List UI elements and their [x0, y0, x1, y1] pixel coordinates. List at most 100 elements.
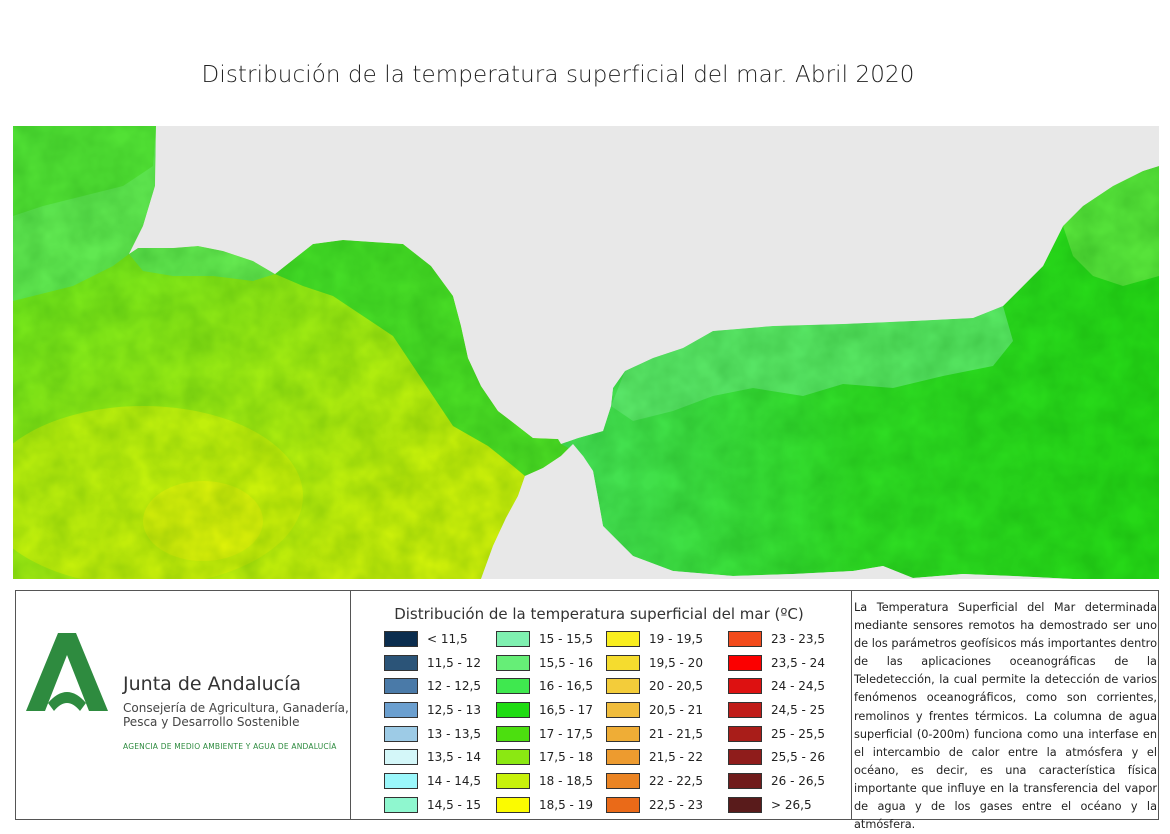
legend-swatch [728, 796, 762, 813]
legend-item: 26 - 26,5 [728, 769, 838, 793]
legend-label: 21,5 - 22 [649, 750, 703, 765]
legend-label: 12 - 12,5 [427, 679, 481, 694]
legend-swatch [728, 772, 762, 789]
junta-de-andalucia-logo-icon [26, 633, 108, 711]
legend-label: 12,5 - 13 [427, 702, 481, 717]
legend-label: 26 - 26,5 [771, 773, 825, 788]
bottom-panel: Junta de Andalucía Consejería de Agricul… [15, 590, 1159, 831]
legend-swatch [728, 701, 762, 718]
africa-land [481, 444, 1073, 579]
legend-label: 18,5 - 19 [539, 797, 593, 812]
legend-swatch [606, 678, 640, 695]
legend-item: 22,5 - 23 [606, 793, 728, 817]
sst-map [13, 126, 1159, 579]
legend-label: 18 - 18,5 [539, 773, 593, 788]
legend-label: 14,5 - 15 [427, 797, 481, 812]
legend-label: 24 - 24,5 [771, 679, 825, 694]
legend-item: 14,5 - 15 [384, 793, 496, 817]
legend-swatch [496, 630, 530, 647]
legend-item: 18,5 - 19 [496, 793, 606, 817]
legend-item: 11,5 - 12 [384, 651, 496, 675]
legend-item: 23 - 23,5 [728, 627, 838, 651]
legend-swatch [384, 725, 418, 742]
page-title: Distribución de la temperatura superfici… [201, 62, 915, 88]
legend-item: 21 - 21,5 [606, 722, 728, 746]
legend-label: 17 - 17,5 [539, 726, 593, 741]
legend-swatch [728, 725, 762, 742]
legend-item: 21,5 - 22 [606, 745, 728, 769]
iberia-land [129, 126, 1159, 444]
legend-item: 15,5 - 16 [496, 651, 606, 675]
agency-name: AGENCIA DE MEDIO AMBIENTE Y AGUA DE ANDA… [123, 742, 337, 751]
legend-label: 15,5 - 16 [539, 655, 593, 670]
legend-grid: < 11,5 11,5 - 12 12 - 12,5 12,5 - 13 13 - 13… [384, 627, 838, 817]
sst-map-svg [13, 126, 1159, 579]
legend-label: 20 - 20,5 [649, 679, 703, 694]
legend-swatch [728, 749, 762, 766]
legend-label: 20,5 - 21 [649, 702, 703, 717]
legend-swatch [496, 725, 530, 742]
legend-swatch [606, 796, 640, 813]
legend-item: 24 - 24,5 [728, 674, 838, 698]
legend-swatch [384, 749, 418, 766]
legend-swatch [728, 654, 762, 671]
legend-swatch [496, 796, 530, 813]
legend-label: < 11,5 [427, 631, 468, 646]
legend-item: 16 - 16,5 [496, 674, 606, 698]
legend-label: > 26,5 [771, 797, 812, 812]
logo-box: Junta de Andalucía Consejería de Agricul… [16, 591, 351, 819]
legend-item: 23,5 - 24 [728, 651, 838, 675]
legend-label: 19,5 - 20 [649, 655, 703, 670]
legend-item: 18 - 18,5 [496, 769, 606, 793]
legend-label: 21 - 21,5 [649, 726, 703, 741]
legend-item: 22 - 22,5 [606, 769, 728, 793]
legend-item: 16,5 - 17 [496, 698, 606, 722]
legend-swatch [496, 654, 530, 671]
legend-swatch [728, 630, 762, 647]
legend-swatch [496, 749, 530, 766]
legend-item: 25,5 - 26 [728, 745, 838, 769]
legend-title: Distribución de la temperatura superfici… [394, 605, 804, 623]
legend-item: 15 - 15,5 [496, 627, 606, 651]
legend-label: 13 - 13,5 [427, 726, 481, 741]
legend-label: 17,5 - 18 [539, 750, 593, 765]
legend-label: 16 - 16,5 [539, 679, 593, 694]
org-subtitle-line: Pesca y Desarrollo Sostenible [123, 715, 300, 729]
legend-swatch [728, 678, 762, 695]
description-text: La Temperatura Superficial del Mar deter… [854, 601, 1157, 832]
legend-swatch [496, 701, 530, 718]
legend-swatch [606, 654, 640, 671]
legend-item: 19 - 19,5 [606, 627, 728, 651]
legend-item: 12 - 12,5 [384, 674, 496, 698]
legend-label: 24,5 - 25 [771, 702, 825, 717]
legend-label: 25 - 25,5 [771, 726, 825, 741]
legend-item: 20,5 - 21 [606, 698, 728, 722]
legend-swatch [384, 678, 418, 695]
org-subtitle: Consejería de Agricultura, Ganadería, Pe… [123, 701, 349, 729]
org-subtitle-line: Consejería de Agricultura, Ganadería, [123, 701, 349, 715]
legend-swatch [384, 796, 418, 813]
legend-label: 11,5 - 12 [427, 655, 481, 670]
legend-swatch [606, 630, 640, 647]
legend-swatch [496, 678, 530, 695]
legend-item: < 11,5 [384, 627, 496, 651]
legend-item: 13 - 13,5 [384, 722, 496, 746]
legend-label: 25,5 - 26 [771, 750, 825, 765]
legend-item: 12,5 - 13 [384, 698, 496, 722]
legend-swatch [606, 725, 640, 742]
legend-label: 16,5 - 17 [539, 702, 593, 717]
legend-swatch [606, 749, 640, 766]
legend-label: 23 - 23,5 [771, 631, 825, 646]
legend-swatch [496, 772, 530, 789]
legend-item: 20 - 20,5 [606, 674, 728, 698]
legend-label: 13,5 - 14 [427, 750, 481, 765]
legend-item: 25 - 25,5 [728, 722, 838, 746]
legend-swatch [606, 701, 640, 718]
legend-item: 13,5 - 14 [384, 745, 496, 769]
org-name: Junta de Andalucía [123, 673, 302, 695]
legend-item: 19,5 - 20 [606, 651, 728, 675]
legend: Distribución de la temperatura superfici… [351, 591, 852, 819]
legend-label: 23,5 - 24 [771, 655, 825, 670]
legend-label: 15 - 15,5 [539, 631, 593, 646]
legend-item: 24,5 - 25 [728, 698, 838, 722]
